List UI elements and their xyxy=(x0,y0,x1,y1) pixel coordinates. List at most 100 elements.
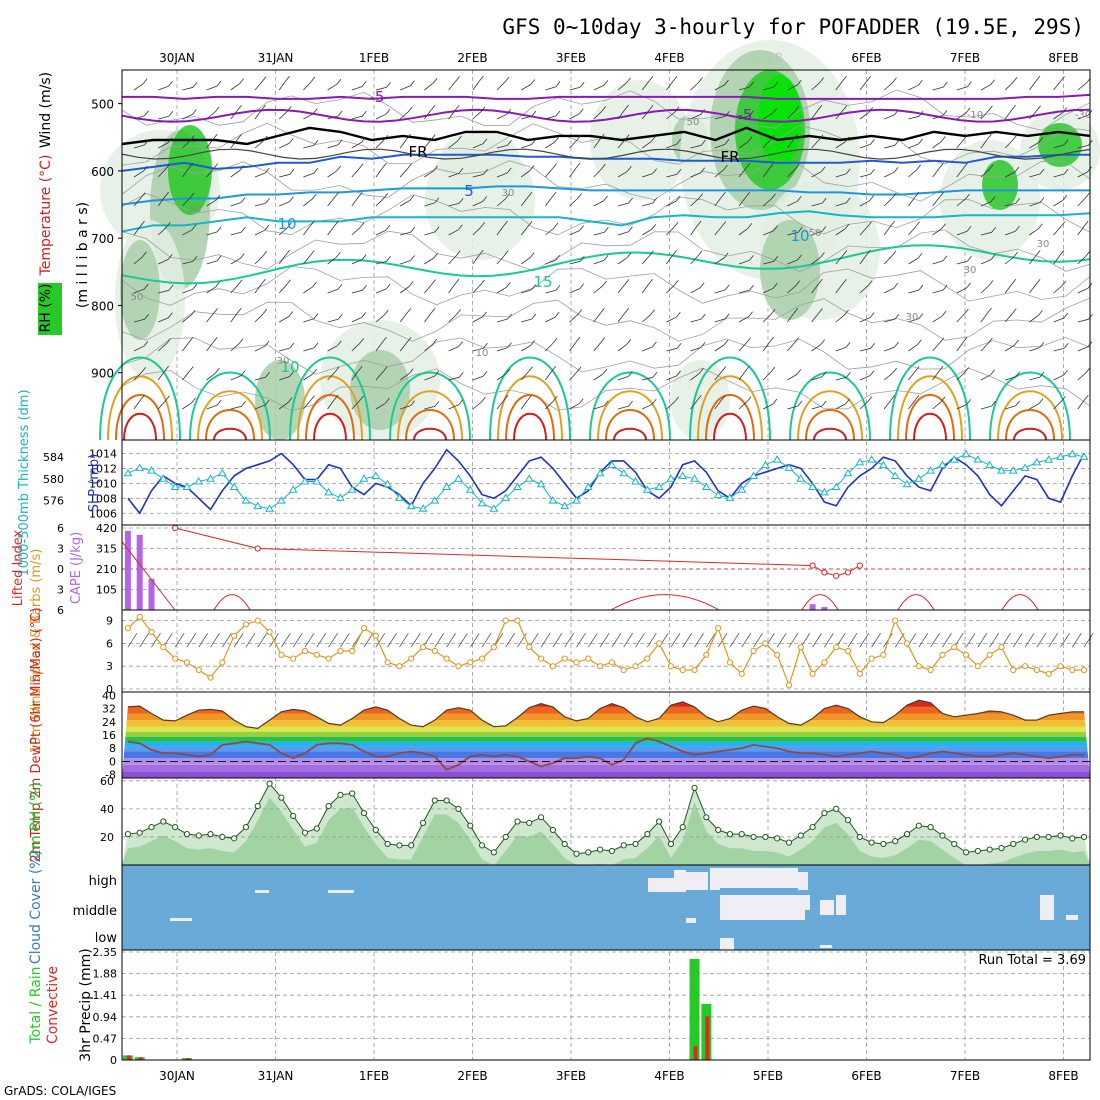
wind-barb xyxy=(257,632,268,648)
wind-speed-line-marker xyxy=(266,628,273,636)
wind-speed-line-marker xyxy=(136,613,143,620)
wind-barb xyxy=(772,283,778,289)
temp-band xyxy=(122,771,1090,778)
wind-barb xyxy=(158,115,169,120)
wind-barb xyxy=(410,400,416,406)
wind-barb xyxy=(593,342,602,352)
wind-barb xyxy=(158,289,169,294)
wind-barb xyxy=(666,347,678,352)
wind-barb xyxy=(674,396,680,403)
wind-barb xyxy=(351,370,359,381)
temperature-contour xyxy=(905,394,955,441)
wind-barb xyxy=(141,366,147,373)
wind-barb xyxy=(866,249,871,256)
wind-barb xyxy=(1039,371,1045,378)
contour-label: 50 xyxy=(189,204,202,215)
thickness-line-marker xyxy=(524,474,534,482)
wind-barb xyxy=(1063,312,1069,319)
rh2m-line-marker xyxy=(160,818,167,825)
date-tick-top: 3FEB xyxy=(556,51,586,65)
wind-barb xyxy=(771,193,776,200)
wind-barb xyxy=(424,375,435,381)
wind-barb xyxy=(811,82,820,91)
wind-barb xyxy=(433,165,438,172)
temperature-contour xyxy=(997,390,1063,441)
wind-barb xyxy=(1012,77,1018,83)
rh2m-line-marker xyxy=(490,849,497,856)
wind-barb xyxy=(482,311,487,318)
wind-barb xyxy=(942,110,948,116)
wind-barb xyxy=(140,220,145,227)
wind-barb xyxy=(237,105,242,111)
wind-barb xyxy=(883,399,892,410)
wind-barb xyxy=(448,283,456,294)
wind-barb xyxy=(724,138,730,145)
wind-barb xyxy=(666,285,675,294)
wind-barb xyxy=(1083,394,1089,401)
wind-barb xyxy=(552,163,557,169)
cape-tick: 420 xyxy=(96,522,117,535)
wind-barb xyxy=(762,198,772,207)
wind-barb xyxy=(859,226,868,236)
wind-barb xyxy=(182,371,190,381)
thickness-line-marker xyxy=(135,463,145,471)
wind-barb xyxy=(738,197,747,207)
wind-barb xyxy=(579,283,585,289)
temperature-contour xyxy=(989,371,1071,441)
wind-speed-line-marker xyxy=(455,663,462,670)
wind-barb xyxy=(797,400,803,407)
wind-barb xyxy=(1004,313,1013,323)
wind-speed-line-marker xyxy=(750,647,757,655)
wind-barb xyxy=(769,336,774,343)
date-tick-bottom: 7FEB xyxy=(950,1069,980,1083)
rh2m-line-marker xyxy=(431,797,438,804)
wind-barb xyxy=(617,344,628,352)
wind-barb xyxy=(164,365,170,372)
wind-barb xyxy=(987,307,992,314)
temperature-contour xyxy=(389,371,471,441)
wind-barb xyxy=(763,403,774,410)
wind-speed-line-marker xyxy=(585,655,592,662)
wind-speed-line-marker xyxy=(620,666,627,674)
rh2m-line-marker xyxy=(419,819,427,827)
thickness-line-marker xyxy=(336,493,345,501)
wind-barb xyxy=(745,365,750,372)
wind-barb xyxy=(434,226,440,233)
wind-barb xyxy=(845,341,851,348)
temperature-contour xyxy=(107,375,173,441)
wind-barb xyxy=(871,632,881,648)
wind-barb xyxy=(593,312,601,323)
wind-barb xyxy=(980,169,990,178)
ylabel-rh2m: 2m RH (%) xyxy=(28,782,44,858)
wind-barb xyxy=(455,76,460,82)
wind-barb xyxy=(190,309,196,316)
rh2m-line-marker xyxy=(691,784,698,791)
wind-barb xyxy=(188,366,194,372)
wind-speed-line-marker xyxy=(821,659,828,666)
date-tick-bottom: 6FEB xyxy=(851,1069,881,1083)
wind-barb xyxy=(245,632,256,648)
thickness-line-marker xyxy=(737,485,747,493)
wind-barb xyxy=(351,400,360,410)
thickness-line-marker xyxy=(1008,466,1018,474)
wind-barb xyxy=(1063,139,1069,145)
wind-barb xyxy=(1077,171,1088,178)
wind-barb xyxy=(593,168,602,178)
wind-barb xyxy=(569,198,578,207)
rh-contour-gray xyxy=(121,265,1091,306)
wind-speed-line-marker xyxy=(526,644,533,651)
wind-barb xyxy=(285,75,290,82)
wind-barb xyxy=(818,134,824,141)
wind-barb xyxy=(762,371,772,381)
wind-speed-line-marker xyxy=(1080,666,1088,674)
wind-barb xyxy=(867,221,872,228)
temperature-contour xyxy=(889,356,971,441)
wind-barb xyxy=(182,402,192,410)
wind-barb xyxy=(579,81,585,88)
wind-barb xyxy=(729,632,740,648)
wind-barb xyxy=(694,632,704,648)
wind-barb xyxy=(627,166,632,172)
rh2m-line-marker xyxy=(148,824,155,831)
ylabel-rh: RH (%) xyxy=(38,284,54,333)
rh2m-line-marker xyxy=(124,831,132,838)
